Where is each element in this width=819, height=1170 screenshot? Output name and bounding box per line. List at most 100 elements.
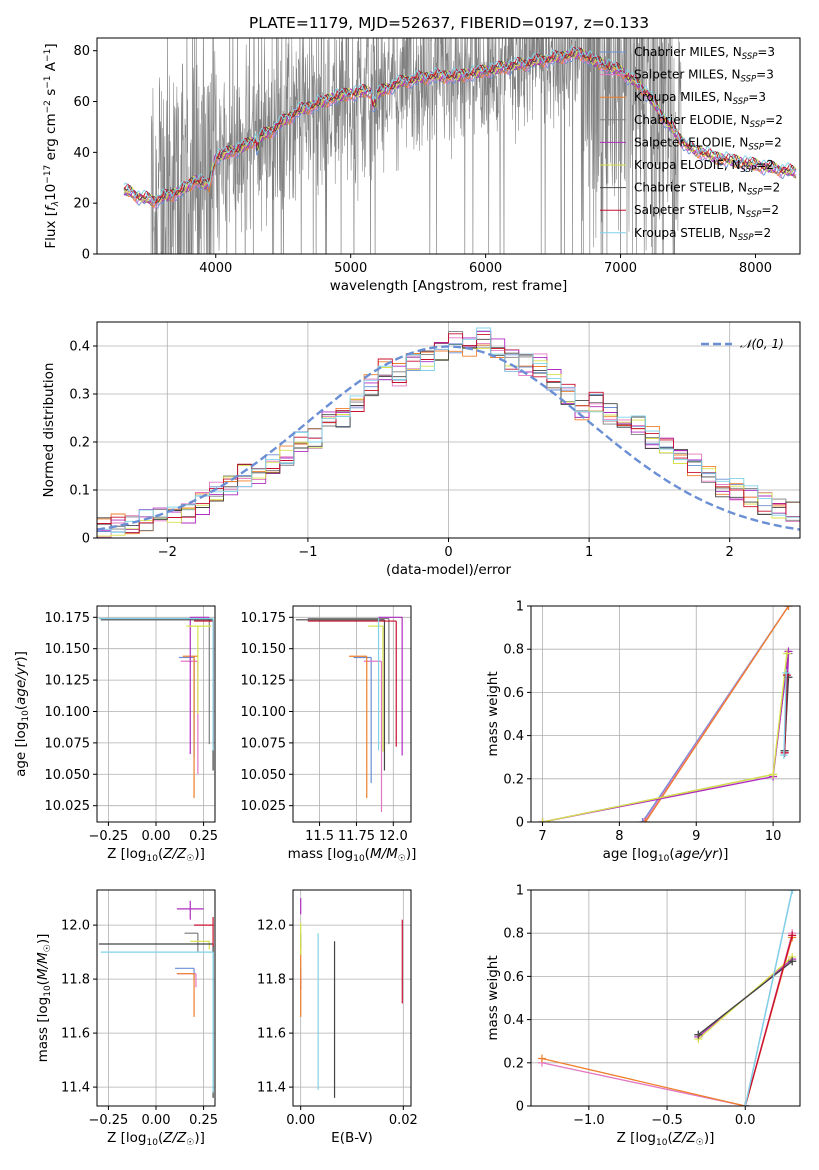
- weight-line: [744, 890, 793, 1106]
- x-tick-label: 7: [538, 829, 546, 844]
- y-tick-label: 0: [516, 1100, 524, 1115]
- x-tick-label: −0.5: [651, 1113, 683, 1128]
- plot-data: [123, 38, 797, 254]
- weight-line: [697, 960, 793, 1036]
- age-vs-mass-panel: 11.5 11.75 12.0 10.025 10.050 10.075 10.100 10.…: [241, 605, 416, 864]
- plot-data: [295, 616, 403, 812]
- axes-frame: [292, 605, 412, 823]
- y-tick-label: 10.025: [45, 799, 91, 814]
- plot-data: [98, 616, 214, 799]
- x-tick-label: 8000: [739, 261, 772, 276]
- weight-marker: [639, 818, 648, 822]
- errorbar-point: [349, 655, 368, 799]
- x-tick-label: 5000: [334, 261, 367, 276]
- x-tick-label: −2: [158, 545, 177, 560]
- axes: 0.00 0.02 11.4 11.6 11.8 12.0 E(B-V): [257, 889, 418, 1146]
- weight-marker: [694, 1030, 703, 1039]
- x-tick-label: 9: [692, 829, 700, 844]
- errorbar-point: [368, 625, 384, 752]
- legend-entry: Kroupa ELODIE, NSSP=2: [634, 158, 774, 175]
- errorbar-point: [307, 620, 397, 747]
- plot-data: [300, 898, 403, 1098]
- weight-marker: [784, 647, 793, 656]
- errorbar-point: [98, 617, 210, 745]
- weight-line: [644, 606, 790, 822]
- y-tick-label: 0.4: [503, 1013, 524, 1028]
- grid-lines: [293, 606, 411, 822]
- y-tick-label: 10.025: [241, 799, 287, 814]
- y-tick-label: 10.175: [241, 611, 287, 626]
- y-axis-label: mass weight: [485, 955, 501, 1040]
- y-tick-label: 0.4: [503, 729, 524, 744]
- weight-marker: [638, 818, 647, 822]
- y-tick-label: 11.8: [257, 973, 286, 988]
- legend-entry: Salpeter ELODIE, NSSP=2: [634, 135, 782, 152]
- x-tick-label: 0.00: [286, 1113, 315, 1128]
- y-axis-label: mass [log10(M/M☉)]: [35, 934, 53, 1063]
- y-tick-label: 10.150: [241, 642, 287, 657]
- y-tick-label: 10.175: [45, 611, 91, 626]
- grid-lines: [97, 890, 215, 1106]
- weight-marker: [788, 931, 797, 940]
- model-spectrum-line: [123, 45, 797, 203]
- x-tick-label: 0.25: [189, 1113, 218, 1128]
- weight-marker: [788, 890, 797, 894]
- errorbar-point: [176, 900, 204, 920]
- axes: −2 −1 0 1 2 0 0.1 0.2 0.3 0.4 𝒩(0, 1) (data-model)/…: [41, 321, 801, 578]
- weight-marker: [779, 751, 788, 760]
- y-tick-label: 10.100: [241, 705, 287, 720]
- y-tick-label: 10.075: [45, 736, 91, 751]
- weight-marker: [641, 818, 650, 822]
- x-axis-label: E(B-V): [331, 1130, 373, 1146]
- y-tick-label: 40: [73, 146, 90, 161]
- axes: −0.25 0.00 0.25 11.4 11.6 11.8 12.0 Z [log10(Z/…: [35, 889, 218, 1148]
- errorbar-point: [194, 917, 214, 947]
- weight-marker: [784, 606, 793, 610]
- axes: −1.0 −0.5 0.0 0 0.2 0.4 0.6 0.8 1 Z [log10(Z/Z☉)]…: [485, 884, 801, 1148]
- age-vs-metallicity-panel: −0.25 0.00 0.25 10.025 10.050 10.075 10.100 10.…: [13, 605, 218, 864]
- y-tick-label: 0.6: [503, 970, 524, 985]
- x-tick-label: 0.00: [142, 1113, 171, 1128]
- weight-line: [542, 653, 788, 822]
- errorbar-point: [307, 617, 390, 745]
- weight-marker: [538, 818, 547, 822]
- errorbar-point: [189, 616, 210, 755]
- y-tick-label: 11.4: [257, 1081, 286, 1096]
- x-tick-label: −1.0: [573, 1113, 605, 1128]
- y-axis-label: age [log10(age/yr)]: [13, 651, 31, 777]
- x-tick-label: 11.5: [305, 829, 334, 844]
- errorbar-point: [100, 619, 214, 771]
- y-tick-label: 0.2: [503, 1056, 524, 1071]
- weight-series: [779, 668, 791, 760]
- y-axis-label: Normed distribution: [41, 363, 57, 498]
- x-tick-label: 1: [585, 545, 593, 560]
- y-tick-label: 10.125: [241, 674, 287, 689]
- x-axis-label: (data-model)/error: [386, 562, 512, 578]
- axes: 11.5 11.75 12.0 10.025 10.050 10.075 10.100 10.…: [241, 605, 416, 864]
- observed-spectrum: [150, 38, 682, 254]
- x-tick-label: 4000: [199, 261, 232, 276]
- axes: −0.25 0.00 0.25 10.025 10.050 10.075 10.100 10.…: [13, 605, 218, 864]
- y-tick-label: 60: [73, 95, 90, 110]
- legend-entry: Chabrier STELIB, NSSP=2: [634, 181, 780, 198]
- weight-line: [783, 672, 787, 756]
- x-tick-label: 0.00: [142, 829, 171, 844]
- x-tick-label: −0.25: [88, 829, 128, 844]
- errorbar-point: [295, 619, 386, 771]
- spectrum-legend: Chabrier MILES, NSSP=3 Salpeter MILES, NS…: [600, 45, 783, 243]
- weight-series: [538, 649, 793, 822]
- errorbar-point: [186, 625, 212, 714]
- x-axis-label: age [log10(age/yr)]: [603, 846, 729, 864]
- x-axis-label: wavelength [Angstrom, rest frame]: [330, 278, 568, 294]
- grid-lines: [531, 889, 800, 1107]
- mass-vs-metallicity-panel: −0.25 0.00 0.25 11.4 11.6 11.8 12.0 Z [log10(Z/…: [35, 889, 218, 1148]
- x-tick-label: 2: [726, 545, 734, 560]
- axes-frame: [292, 889, 412, 1107]
- x-tick-label: 7000: [604, 261, 637, 276]
- x-tick-label: 8: [615, 829, 623, 844]
- y-tick-label: 12.0: [257, 919, 286, 934]
- weight-marker: [782, 668, 791, 677]
- x-tick-label: 0: [444, 545, 452, 560]
- normal-reference-curve: [97, 345, 800, 531]
- x-axis-label: Z [log10(Z/Z☉)]: [107, 846, 205, 864]
